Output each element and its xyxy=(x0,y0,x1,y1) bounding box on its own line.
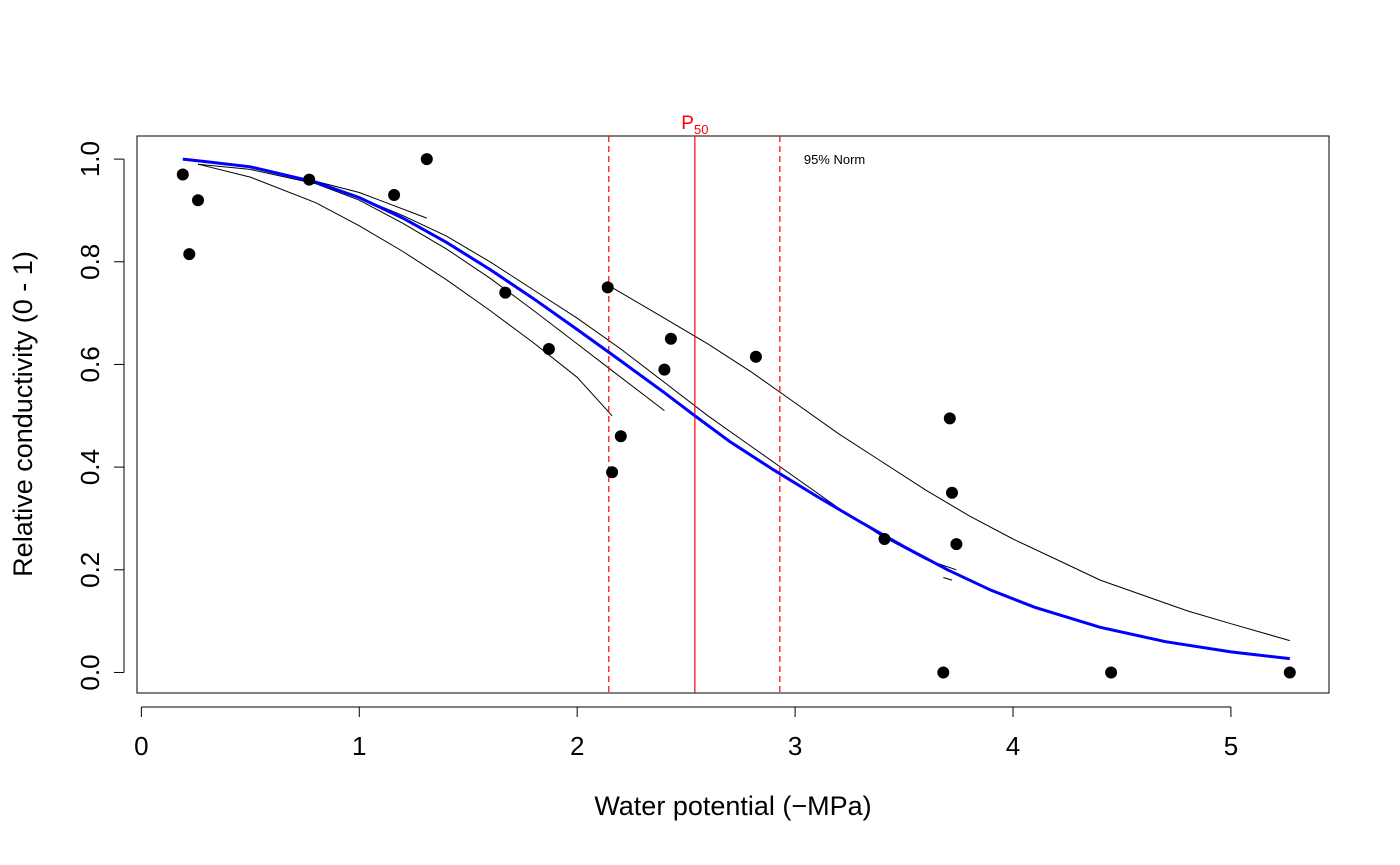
bootstrap-curve xyxy=(943,577,953,581)
data-point xyxy=(388,189,401,201)
x-tick-label: 1 xyxy=(352,731,366,761)
bootstrap-curve xyxy=(359,197,957,571)
data-point xyxy=(542,343,555,355)
x-tick-label: 0 xyxy=(134,731,148,761)
y-tick-label: 0.4 xyxy=(75,449,105,485)
x-axis: 0 1 2 3 4 5 xyxy=(134,706,1238,761)
p50-label: P50 xyxy=(681,113,708,137)
data-point xyxy=(606,466,619,479)
data-point xyxy=(303,173,316,186)
data-point xyxy=(420,153,433,166)
bootstrap-curve xyxy=(197,163,665,411)
data-point xyxy=(950,538,963,551)
data-point xyxy=(749,350,762,363)
data-points xyxy=(176,153,1296,679)
bootstrap-curve xyxy=(309,179,427,219)
data-point xyxy=(878,533,891,545)
data-point xyxy=(664,332,677,345)
y-tick-label: 1.0 xyxy=(75,141,105,177)
ci-note: 95% Norm xyxy=(804,152,865,167)
data-point xyxy=(943,412,956,425)
y-tick-label: 0.0 xyxy=(75,654,105,690)
x-axis-label: Water potential (−MPa) xyxy=(594,791,871,821)
fitted-curve xyxy=(182,157,1290,661)
data-point xyxy=(1283,666,1296,679)
data-point xyxy=(183,248,196,261)
x-tick-label: 2 xyxy=(570,731,584,761)
bootstrap-curve xyxy=(607,284,1290,642)
data-point xyxy=(614,430,627,443)
p50-label-main: P xyxy=(681,113,694,134)
data-point xyxy=(937,666,950,679)
y-axis-label: Relative conductivity (0 - 1) xyxy=(8,251,38,577)
y-tick-label: 0.2 xyxy=(75,552,105,588)
data-point xyxy=(192,194,204,207)
data-point xyxy=(1105,666,1118,679)
y-axis: 0.0 0.2 0.4 0.6 0.8 1.0 xyxy=(75,141,125,691)
p50-label-sub: 50 xyxy=(694,122,708,137)
data-point xyxy=(499,286,512,299)
data-point xyxy=(176,168,189,181)
data-point xyxy=(946,486,958,499)
x-tick-label: 4 xyxy=(1006,731,1020,761)
x-tick-label: 3 xyxy=(788,731,802,761)
fitted-curve-line xyxy=(182,157,1290,661)
y-tick-label: 0.8 xyxy=(75,244,105,280)
bootstrap-curve xyxy=(197,163,613,417)
data-point xyxy=(658,363,671,376)
bootstrap-curves xyxy=(197,163,1290,642)
plot-frame xyxy=(136,135,1330,694)
y-tick-label: 0.6 xyxy=(75,346,105,382)
x-tick-label: 5 xyxy=(1224,731,1238,761)
data-point xyxy=(601,281,614,294)
